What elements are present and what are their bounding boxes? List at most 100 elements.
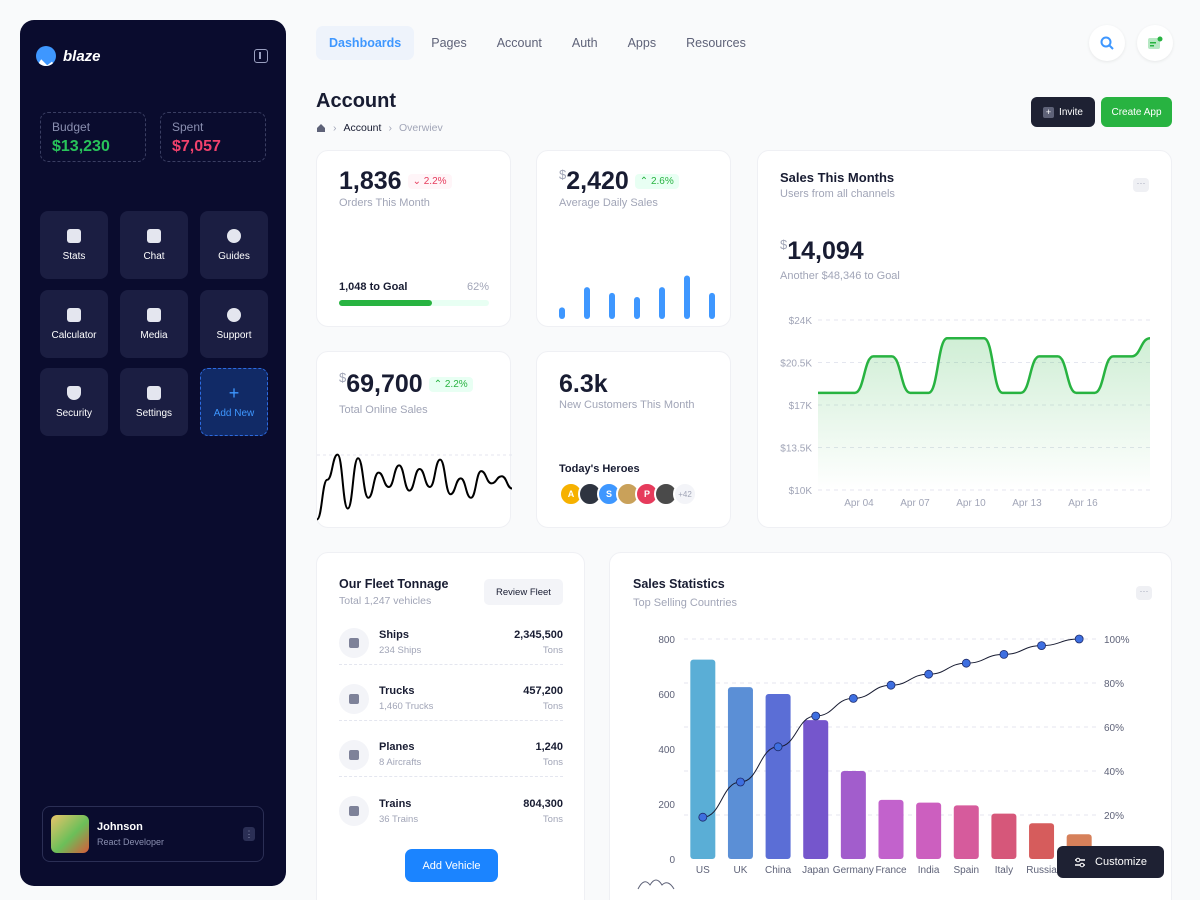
sales-months-goal: Another $48,346 to Goal xyxy=(780,270,900,282)
profile-menu-icon[interactable]: ⋮ xyxy=(243,827,255,841)
y-tick-label: $10K xyxy=(789,486,813,497)
fleet-unit: Tons xyxy=(542,645,563,656)
y-tick-label: 0 xyxy=(669,855,675,866)
sidebar: blaze Budget $13,230 Spent $7,057 Stats … xyxy=(20,20,286,886)
tile-calculator[interactable]: Calculator xyxy=(40,290,108,358)
x-tick-label: Spain xyxy=(953,865,979,876)
bar xyxy=(878,799,904,859)
y2-tick-label: 100% xyxy=(1104,635,1130,646)
nav-account[interactable]: Account xyxy=(496,36,542,50)
search-button[interactable] xyxy=(1089,25,1125,61)
tile-security[interactable]: Security xyxy=(40,368,108,436)
y-tick-label: 400 xyxy=(658,745,675,756)
budget-label: Budget xyxy=(52,120,91,134)
tile-support[interactable]: Support xyxy=(200,290,268,358)
invite-button[interactable]: + Invite xyxy=(1031,97,1095,127)
plus-icon: + xyxy=(228,382,240,403)
avatar[interactable] xyxy=(578,482,602,506)
logo[interactable]: blaze xyxy=(36,46,101,66)
media-icon xyxy=(147,307,161,322)
logo-text: blaze xyxy=(63,47,101,65)
bar xyxy=(991,813,1017,859)
home-icon[interactable] xyxy=(316,123,326,133)
fleet-name: Trains xyxy=(379,797,412,810)
breadcrumb: › Account › Overwiev xyxy=(316,122,443,134)
notifications-button[interactable] xyxy=(1137,25,1173,61)
tile-stats[interactable]: Stats xyxy=(40,211,108,279)
review-fleet-button[interactable]: Review Fleet xyxy=(484,579,563,605)
y2-tick-label: 40% xyxy=(1104,767,1124,778)
orders-goal-label: 1,048 to Goal xyxy=(339,281,408,293)
bar xyxy=(709,292,715,319)
fleet-name: Trucks xyxy=(379,685,415,697)
x-tick-label: US xyxy=(696,865,710,876)
spent-label: Spent xyxy=(172,120,204,134)
bar xyxy=(916,802,942,859)
nav-auth[interactable]: Auth xyxy=(571,36,598,50)
plus-icon: + xyxy=(1043,106,1055,118)
sales-months-chart: $24K $20.5K $17K $13.5K $10K Apr 04 Apr 07 Apr … xyxy=(780,316,1151,509)
bar xyxy=(690,659,716,859)
breadcrumb-separator: › xyxy=(388,122,392,134)
point xyxy=(999,649,1009,659)
daily-sales-chart xyxy=(559,275,715,319)
profile-name: Johnson xyxy=(97,821,143,833)
fleet-row-ships: Ships 234 Ships 2,345,500 Tons xyxy=(339,621,563,665)
tile-label: Support xyxy=(216,329,252,341)
heroes-label: Today's Heroes xyxy=(559,463,640,475)
create-app-button[interactable]: Create App xyxy=(1101,97,1172,127)
more-heroes-badge[interactable]: +42 xyxy=(673,482,697,506)
online-sales-chart xyxy=(317,453,512,521)
bar xyxy=(659,287,665,319)
point xyxy=(924,669,934,679)
currency-symbol: $ xyxy=(339,370,347,385)
support-icon xyxy=(227,307,241,322)
fleet-value: 804,300 xyxy=(523,797,563,810)
tile-media[interactable]: Media xyxy=(120,290,188,358)
nav-pages[interactable]: Pages xyxy=(431,36,467,50)
bar xyxy=(727,687,753,859)
bar xyxy=(584,287,590,319)
customize-button[interactable]: Customize xyxy=(1057,846,1164,878)
orders-goal-percent: 62% xyxy=(466,281,489,293)
profile-role: React Developer xyxy=(97,837,165,847)
tile-add-new[interactable]: + Add New xyxy=(200,368,268,436)
online-sales-label: Total Online Sales xyxy=(339,404,428,416)
currency-symbol: $ xyxy=(559,167,567,182)
y-tick-label: 200 xyxy=(658,800,675,811)
chat-icon xyxy=(147,228,161,243)
bar xyxy=(1029,823,1055,859)
nav-dashboards[interactable]: Dashboards xyxy=(316,26,415,60)
y2-tick-label: 80% xyxy=(1104,679,1124,690)
user-profile[interactable]: Johnson React Developer ⋮ xyxy=(42,806,264,862)
fleet-name: Planes xyxy=(379,741,415,753)
more-options-icon[interactable]: ··· xyxy=(1133,178,1149,192)
tile-label: Security xyxy=(55,407,93,419)
daily-sales-value: 2,420 xyxy=(566,167,629,195)
point xyxy=(961,658,971,668)
sidebar-toggle-icon[interactable] xyxy=(254,49,268,63)
logo-icon xyxy=(36,46,56,66)
customers-value: 6.3k xyxy=(559,370,608,398)
online-sales-card: $69,700 ⌃ 2.2% Total Online Sales xyxy=(316,351,512,528)
nav-resources[interactable]: Resources xyxy=(686,36,746,50)
breadcrumb-account[interactable]: Account xyxy=(343,122,382,134)
add-vehicle-button[interactable]: Add Vehicle xyxy=(405,849,498,882)
y2-tick-label: 20% xyxy=(1104,811,1124,822)
fleet-name: Ships xyxy=(379,629,409,641)
fleet-value: 1,240 xyxy=(535,741,563,753)
x-tick-label: Japan xyxy=(802,865,829,876)
tile-guides[interactable]: Guides xyxy=(200,211,268,279)
sales-months-subtitle: Users from all channels xyxy=(780,188,895,200)
sales-stats-title: Sales Statistics xyxy=(633,577,725,591)
sales-stats-chart: 800 600 400 200 0 100% 80% 60% 40% 20% US UK China Ja… xyxy=(637,634,1130,890)
x-tick-label: Apr 04 xyxy=(844,498,874,509)
point xyxy=(736,777,745,787)
tile-chat[interactable]: Chat xyxy=(120,211,188,279)
tile-settings[interactable]: Settings xyxy=(120,368,188,436)
more-options-icon[interactable]: ··· xyxy=(1136,586,1152,600)
x-tick-label: Apr 13 xyxy=(1012,498,1042,509)
top-nav: Dashboards Pages Account Auth Apps Resou… xyxy=(316,26,759,60)
spent-card: Spent $7,057 xyxy=(160,112,266,162)
nav-apps[interactable]: Apps xyxy=(627,36,657,50)
